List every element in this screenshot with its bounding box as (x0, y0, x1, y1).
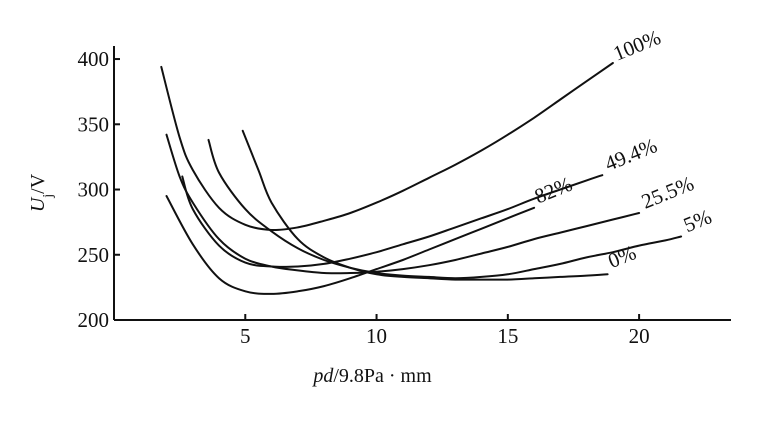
series-label: 0% (604, 240, 639, 273)
series-line-0 (241, 129, 609, 281)
axes (113, 46, 731, 321)
y-axis-label: Uj/V (27, 173, 56, 212)
x-tick-label: 15 (497, 324, 518, 348)
x-tick-label: 10 (366, 324, 387, 348)
y-tick-label: 200 (78, 308, 110, 332)
x-tick-label: 20 (629, 324, 650, 348)
y-tick-label: 400 (78, 47, 110, 71)
y-tick-label: 300 (78, 178, 110, 202)
series-label: 5% (680, 204, 715, 237)
series-label: 82% (531, 172, 576, 209)
ticks: 5 10 15 20 200 250 300 350 400 (78, 47, 650, 348)
series-label: 25.5% (638, 171, 697, 214)
x-tick-label: 5 (240, 324, 251, 348)
series-line-1 (207, 138, 683, 280)
curves (160, 62, 683, 295)
x-axis-label: pd/9.8Pa · mm (311, 365, 432, 387)
series-line-2 (165, 133, 641, 275)
y-tick-label: 250 (78, 243, 110, 267)
series-line-5 (160, 62, 614, 232)
series-line-3 (181, 174, 604, 268)
series-line-4 (165, 195, 536, 295)
series-labels: 0% 5%25.5%49.4% 82% 100% (531, 25, 715, 273)
series-label: 49.4% (601, 133, 660, 176)
y-tick-label: 350 (78, 112, 110, 136)
series-label: 100% (610, 25, 664, 66)
